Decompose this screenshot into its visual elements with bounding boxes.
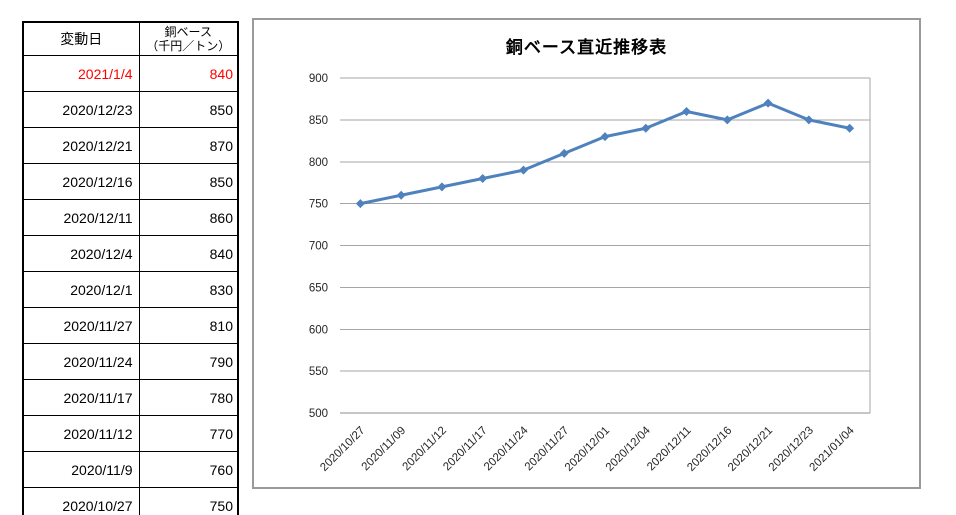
table-row: 2020/12/21 870	[22, 127, 239, 164]
table-row: 2020/11/12 770	[22, 415, 239, 452]
table-row: 2021/1/4 840	[22, 55, 239, 92]
y-axis-tick-label: 500	[309, 408, 328, 420]
date-cell[interactable]: 2020/12/21	[22, 127, 140, 164]
value-cell[interactable]: 780	[138, 379, 239, 416]
y-axis-tick-label: 750	[309, 199, 328, 211]
chart-title: 銅ベース直近推移表	[505, 38, 668, 57]
table-row: 2020/12/11 860	[22, 199, 239, 236]
data-point-marker	[845, 123, 855, 133]
series-line	[358, 101, 852, 206]
date-cell[interactable]: 2020/11/12	[22, 415, 140, 452]
date-cell[interactable]: 2020/12/1	[22, 271, 140, 308]
table-row: 2020/12/23 850	[22, 91, 239, 128]
data-point-marker	[559, 148, 569, 158]
header-value-cell[interactable]: 銅ベース （千円／トン）	[138, 21, 239, 56]
table-row: 2020/11/27 810	[22, 307, 239, 344]
value-cell[interactable]: 760	[138, 451, 239, 488]
data-point-marker	[763, 98, 773, 108]
date-cell[interactable]: 2020/12/4	[22, 235, 140, 272]
value-cell[interactable]: 770	[138, 415, 239, 452]
y-axis-tick-label: 800	[309, 157, 328, 169]
data-point-marker	[478, 174, 488, 183]
data-point-marker	[355, 199, 365, 209]
data-point-marker	[518, 165, 528, 175]
table-row: 2020/12/1 830	[22, 271, 239, 308]
data-point-marker	[682, 107, 692, 116]
value-cell[interactable]: 850	[138, 91, 239, 128]
table-row: 2020/11/9 760	[22, 451, 239, 488]
data-point-marker	[641, 123, 651, 133]
price-table: 変動日 銅ベース （千円／トン） 2021/1/4 840 2020/12/23 85…	[22, 21, 239, 515]
data-point-marker	[437, 182, 447, 192]
date-cell[interactable]: 2020/11/27	[22, 307, 140, 344]
value-cell[interactable]: 870	[138, 127, 239, 164]
value-cell[interactable]: 840	[138, 55, 239, 92]
x-axis-tick-label: 2021/01/04	[808, 424, 858, 474]
table-row: 2020/12/4 840	[22, 235, 239, 272]
data-point-marker	[600, 132, 610, 142]
table-header-row: 変動日 銅ベース （千円／トン）	[22, 21, 239, 56]
value-cell[interactable]: 750	[138, 487, 239, 515]
value-cell[interactable]: 810	[138, 307, 239, 344]
table-row: 2020/11/17 780	[22, 379, 239, 416]
date-cell[interactable]: 2020/11/24	[22, 343, 140, 380]
header-date-cell[interactable]: 変動日	[22, 21, 140, 56]
date-cell[interactable]: 2020/11/9	[22, 451, 140, 488]
date-cell[interactable]: 2020/12/23	[22, 91, 140, 128]
data-point-marker	[804, 115, 814, 125]
date-cell[interactable]: 2020/12/16	[22, 163, 140, 200]
date-cell[interactable]: 2020/12/11	[22, 199, 140, 236]
table-row: 2020/11/24 790	[22, 343, 239, 380]
value-cell[interactable]: 830	[138, 271, 239, 308]
y-axis-tick-label: 550	[309, 366, 328, 378]
y-axis-tick-label: 850	[309, 115, 328, 127]
data-point-marker	[396, 190, 406, 200]
value-cell[interactable]: 790	[138, 343, 239, 380]
header-value-line2: （千円／トン）	[146, 39, 231, 53]
table-row: 2020/10/27 750	[22, 487, 239, 515]
header-value-line1: 銅ベース	[164, 25, 212, 39]
y-axis-tick-label: 900	[309, 73, 328, 85]
data-point-marker	[722, 115, 732, 125]
y-axis-tick-label: 700	[309, 241, 328, 253]
y-axis-tick-label: 600	[309, 324, 328, 336]
date-cell[interactable]: 2021/1/4	[22, 55, 140, 92]
value-cell[interactable]: 850	[138, 163, 239, 200]
chart-plot: 5005506006507007508008509002020/10/27202…	[309, 73, 871, 474]
y-axis-tick-label: 650	[309, 282, 328, 294]
date-cell[interactable]: 2020/10/27	[22, 487, 140, 515]
value-cell[interactable]: 860	[138, 199, 239, 236]
date-cell[interactable]: 2020/11/17	[22, 379, 140, 416]
value-cell[interactable]: 840	[138, 235, 239, 272]
table-row: 2020/12/16 850	[22, 163, 239, 200]
copper-price-chart[interactable]: 銅ベース直近推移表 500 550 600 650 700 750 800 850 900 202…	[252, 18, 921, 489]
